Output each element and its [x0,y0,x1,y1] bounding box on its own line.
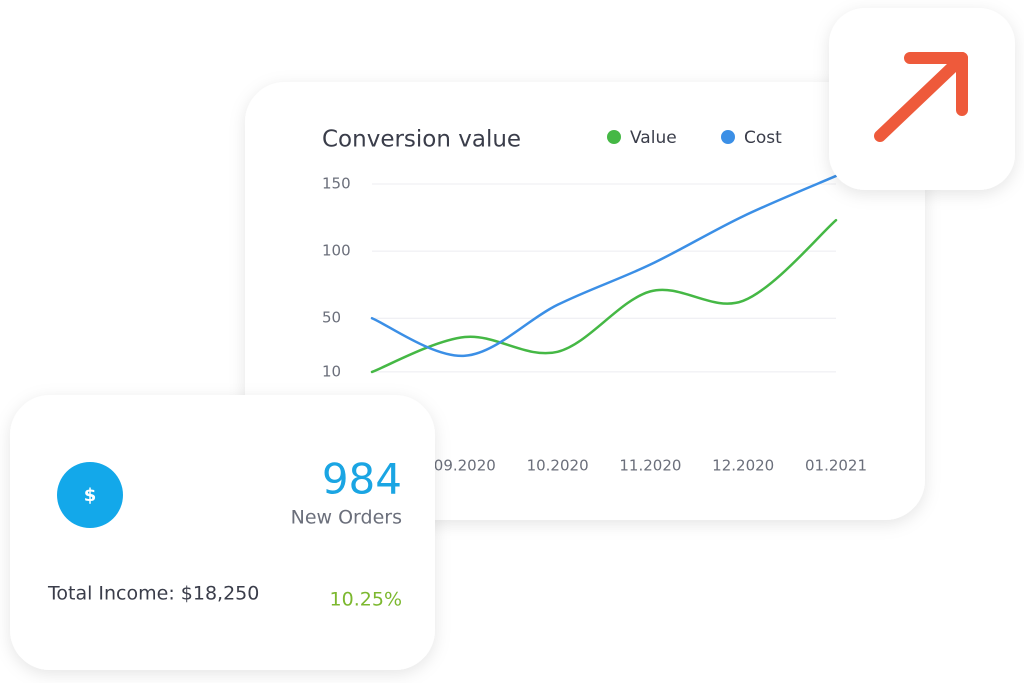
income-text: Total Income: $18,250 [47,583,259,605]
x-tick-label: 12.2020 [712,457,774,475]
y-tick-label: 150 [322,175,351,193]
series-line [370,218,838,374]
dollar-icon [57,462,123,528]
dollar-sign: $ [84,485,97,506]
legend-label: Cost [744,128,782,148]
chart: 10 50 100 150 09.2020 10.2020 11.2020 12.2020 01… [322,128,867,475]
orders-card [10,395,435,670]
legend-dot [721,130,735,144]
change-text: 10.25% [330,589,402,611]
orders-label: New Orders [291,507,402,529]
x-tick-label: 09.2020 [434,457,496,475]
y-tick-label: 10 [322,362,341,380]
trend-arrow [874,52,968,142]
x-tick-label: 11.2020 [619,457,681,475]
x-tick-label: 01.2021 [805,457,867,475]
legend-label: Value [630,128,677,148]
x-tick-label: 10.2020 [527,457,589,475]
legend-dot [607,130,621,144]
y-tick-label: 50 [322,309,341,327]
series-line [370,174,838,358]
chart-title: Conversion value [322,127,521,153]
y-tick-label: 100 [322,242,351,260]
orders-count: 984 [322,455,402,504]
